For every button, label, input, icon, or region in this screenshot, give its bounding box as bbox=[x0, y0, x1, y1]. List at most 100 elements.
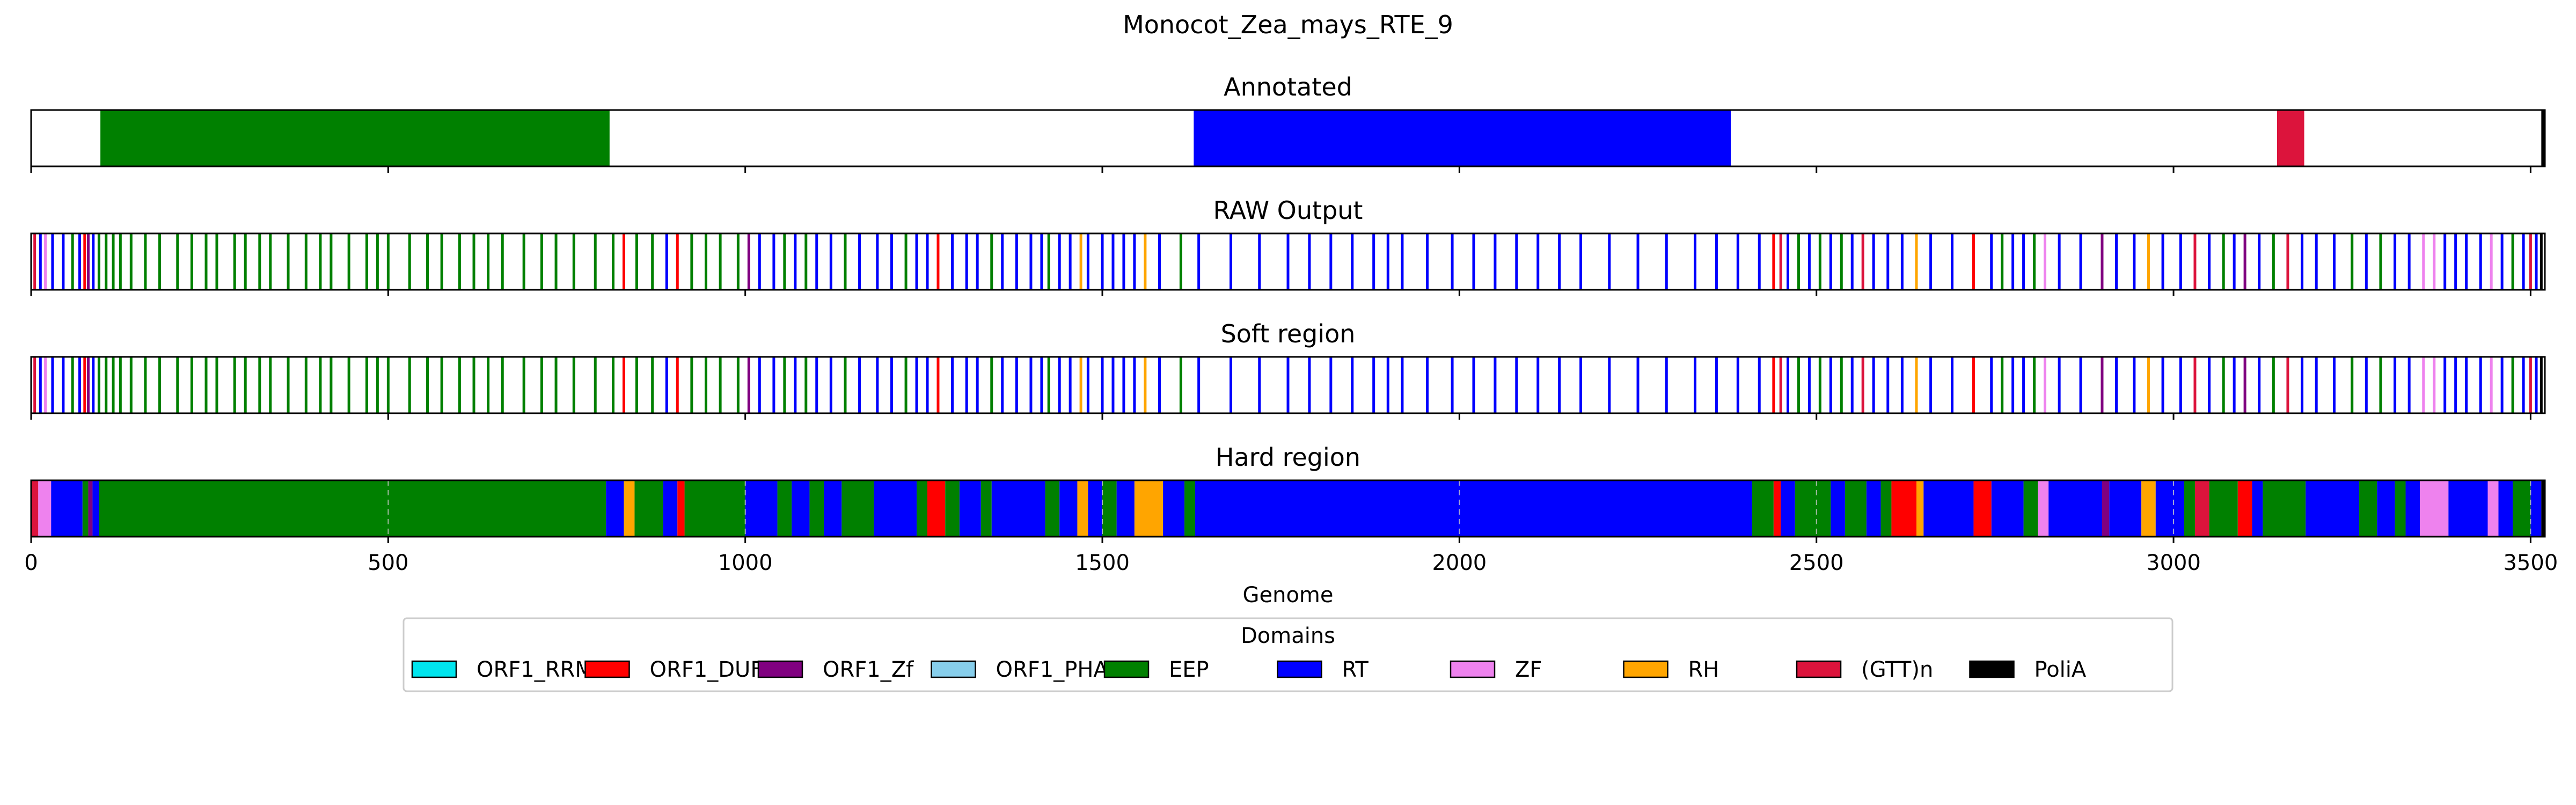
domain-segment-rt bbox=[824, 480, 842, 537]
panel-title-soft-region: Soft region bbox=[1221, 319, 1356, 348]
domain-segment-rt bbox=[792, 480, 810, 537]
x-tick-label: 0 bbox=[24, 551, 38, 575]
domain-segment-rt bbox=[2377, 480, 2395, 537]
legend-entry: EEP bbox=[1103, 657, 1209, 682]
domain-segment-eep bbox=[841, 480, 874, 537]
domain-segment-orf1duf bbox=[1891, 480, 1916, 537]
domain-segment-rt bbox=[2109, 480, 2142, 537]
panel-frame bbox=[30, 109, 2546, 167]
domain-segment-rt bbox=[2306, 480, 2360, 537]
legend-label: PoliA bbox=[2035, 657, 2087, 682]
domain-segment-eep bbox=[99, 480, 606, 537]
x-axis: 0 500 1000 1500 2000 2500 3000 3500 bbox=[24, 551, 2558, 575]
legend-label: ORF1_Zf bbox=[823, 657, 914, 682]
domain-segment-zf bbox=[2038, 480, 2049, 537]
domain-segment-rh bbox=[1916, 480, 1924, 537]
domain-segment-zf bbox=[2487, 480, 2499, 537]
domain-segment-eep bbox=[634, 480, 663, 537]
domain-segment-eep bbox=[917, 480, 928, 537]
domain-segment-eep bbox=[1795, 480, 1831, 537]
domain-segment-eep bbox=[1102, 480, 1117, 537]
legend-entry: ORF1_DUF bbox=[584, 657, 763, 682]
domain-segment-rt bbox=[2048, 480, 2102, 537]
domain-segment-rh bbox=[1077, 480, 1088, 537]
legend-entry: RT bbox=[1277, 657, 1369, 682]
legend-entry: RH bbox=[1623, 657, 1719, 682]
domain-segment-zf bbox=[2420, 480, 2449, 537]
legend-swatch bbox=[411, 660, 457, 678]
domain-segment-eep bbox=[2359, 480, 2377, 537]
domain-segment-rt bbox=[2530, 480, 2542, 537]
domain-segment-eep bbox=[82, 480, 89, 537]
domain-segment-polia bbox=[2541, 110, 2545, 166]
domain-segment-rt bbox=[874, 480, 917, 537]
domain-segment-orf1duf bbox=[2237, 480, 2252, 537]
domain-segment-rt bbox=[2498, 480, 2513, 537]
domain-segment-rt bbox=[1923, 480, 1974, 537]
panel-title-raw-output: RAW Output bbox=[1213, 196, 1363, 225]
legend-swatch bbox=[757, 660, 803, 678]
legend-swatch bbox=[584, 660, 630, 678]
legend-label: ORF1_DUF bbox=[650, 657, 763, 682]
domain-segment-rt bbox=[1088, 480, 1103, 537]
panel-annotated: Annotated bbox=[30, 72, 2546, 173]
legend-label: (GTT)n bbox=[1861, 657, 1933, 682]
domain-segment-eep bbox=[1880, 480, 1892, 537]
domain-segment-polia bbox=[2541, 480, 2545, 537]
x-tick-label: 3500 bbox=[2503, 551, 2558, 575]
domain-segment-zf bbox=[38, 480, 52, 537]
domain-segment-rh bbox=[2141, 480, 2156, 537]
x-tick-label: 2000 bbox=[1432, 551, 1487, 575]
domain-segment-eep bbox=[2023, 480, 2038, 537]
legend-label: ZF bbox=[1515, 657, 1542, 682]
domain-segment-rt bbox=[2155, 480, 2185, 537]
x-tick-label: 1000 bbox=[718, 551, 773, 575]
panel-frame bbox=[30, 232, 2546, 291]
domain-segment-orf1zf bbox=[2102, 480, 2110, 537]
panel-raw-output: RAW Output bbox=[30, 196, 2546, 296]
domain-segment-rt bbox=[959, 480, 981, 537]
panel-frame bbox=[30, 479, 2546, 538]
legend-entry: ORF1_Zf bbox=[757, 657, 914, 682]
panel-hard-region: Hard region bbox=[30, 443, 2546, 543]
domain-segment-eep bbox=[777, 480, 792, 537]
figure-title: Monocot_Zea_mays_RTE_9 bbox=[1123, 10, 1453, 39]
legend-swatch bbox=[1969, 660, 2015, 678]
domain-segment-orf1zf bbox=[88, 480, 93, 537]
domain-segment-rt bbox=[1991, 480, 2024, 537]
legend-label: EEP bbox=[1169, 657, 1209, 682]
domain-segment-eep bbox=[1752, 480, 1774, 537]
legend-entry: ORF1_RRM bbox=[411, 657, 594, 682]
domain-segment-eep bbox=[100, 110, 610, 166]
domain-segment-orf1duf bbox=[1773, 480, 1781, 537]
domain-segment-rt bbox=[991, 480, 1045, 537]
domain-segment-rt bbox=[745, 480, 778, 537]
domain-segment-rt bbox=[1059, 480, 1078, 537]
domain-segment-eep bbox=[2184, 480, 2195, 537]
domain-segment-eep bbox=[684, 480, 745, 537]
domain-segment-rt bbox=[1163, 480, 1185, 537]
domain-segment-eep bbox=[1045, 480, 1060, 537]
domain-segment-rt bbox=[663, 480, 678, 537]
domain-segment-rt bbox=[1116, 480, 1135, 537]
x-tick-label: 500 bbox=[368, 551, 408, 575]
domain-segment-rt bbox=[1866, 480, 1881, 537]
domain-segment-gttn bbox=[2277, 110, 2304, 166]
domain-segment-eep bbox=[809, 480, 824, 537]
domain-segment-orf1duf bbox=[677, 480, 685, 537]
legend-label: RT bbox=[1342, 657, 1369, 682]
legend-entry: ZF bbox=[1450, 657, 1542, 682]
domain-segment-orf1duf bbox=[927, 480, 946, 537]
domain-segment-eep bbox=[1845, 480, 1867, 537]
x-tick-label: 2500 bbox=[1789, 551, 1844, 575]
legend-entry: (GTT)n bbox=[1796, 657, 1933, 682]
domain-segment-eep bbox=[980, 480, 992, 537]
legend-label: ORF1_PHA bbox=[996, 657, 1109, 682]
x-tick-label: 1500 bbox=[1075, 551, 1130, 575]
domain-segment-eep bbox=[2513, 480, 2531, 537]
legend-label: RH bbox=[1688, 657, 1719, 682]
domain-segment-rt bbox=[1831, 480, 1845, 537]
legend-swatch bbox=[1796, 660, 1842, 678]
domain-segment-eep bbox=[2263, 480, 2306, 537]
